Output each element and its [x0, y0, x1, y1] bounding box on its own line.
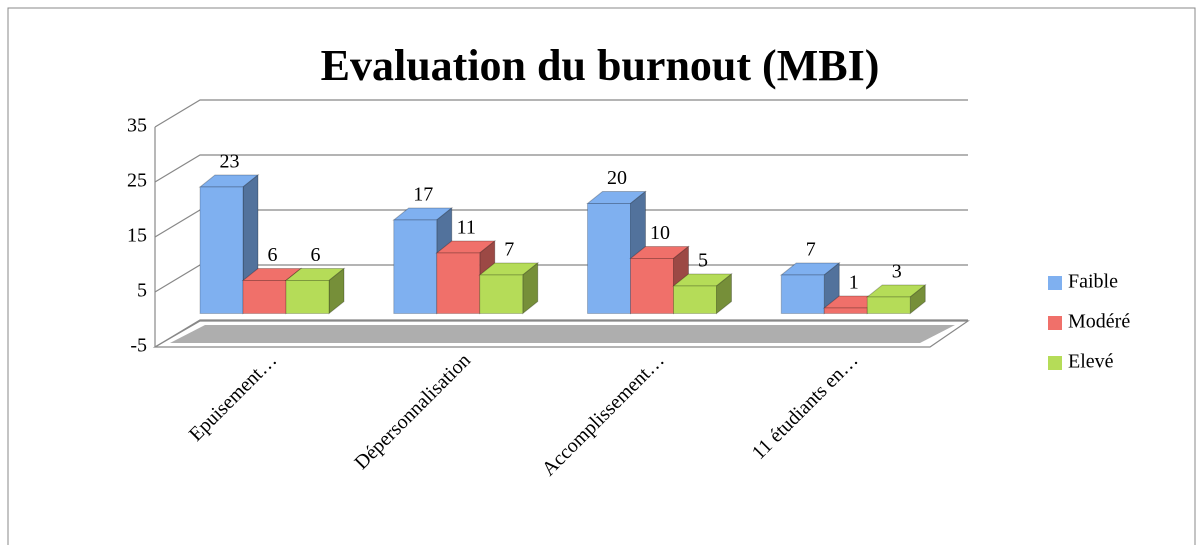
value-label: 10: [650, 222, 670, 244]
y-tick-label: 15: [127, 225, 147, 247]
y-tick-label: 25: [127, 170, 147, 192]
bar: [673, 285, 717, 314]
value-label: 6: [311, 244, 321, 266]
bar-side-shade: [716, 274, 732, 314]
bar: [199, 186, 244, 314]
bar: [479, 274, 524, 314]
grid-line: [154, 99, 968, 128]
value-label: 6: [268, 244, 278, 266]
bar: [285, 280, 330, 314]
value-label: 3: [892, 261, 902, 283]
legend-swatch: [1048, 316, 1062, 330]
value-label: 1: [849, 272, 859, 294]
bar: [436, 252, 481, 314]
y-tick-label: 5: [137, 280, 147, 302]
grid-line: [154, 319, 968, 348]
bar: [587, 203, 631, 314]
y-tick-label: -5: [130, 335, 147, 357]
bar: [780, 274, 825, 314]
y-tick-label: 35: [127, 115, 147, 137]
value-label: 11: [457, 217, 476, 239]
value-label: 5: [698, 250, 708, 272]
value-label: 20: [607, 167, 627, 189]
legend-swatch: [1048, 356, 1062, 370]
chart-title: Evaluation du burnout (MBI): [321, 41, 880, 90]
bar: [393, 219, 438, 314]
value-label: 7: [806, 239, 816, 261]
grid-line: [154, 154, 968, 183]
legend-label: Modéré: [1068, 311, 1130, 333]
bar: [242, 280, 287, 314]
bar-side-shade: [910, 285, 926, 314]
bar-side-shade: [329, 268, 344, 314]
floor-shadow: [170, 325, 955, 343]
legend-label: Elevé: [1068, 351, 1114, 373]
legend-label: Faible: [1068, 271, 1118, 293]
value-label: 23: [220, 151, 240, 173]
legend-swatch: [1048, 276, 1062, 290]
bar: [823, 307, 868, 314]
value-label: 17: [413, 184, 433, 206]
bar: [630, 258, 674, 314]
value-label: 7: [504, 239, 514, 261]
bar: [866, 296, 911, 314]
bar-side-shade: [522, 263, 538, 314]
